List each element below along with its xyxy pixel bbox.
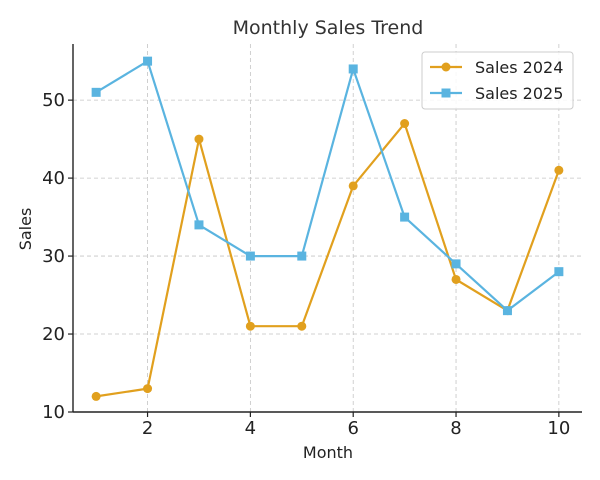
y-tick-label: 50: [42, 90, 65, 111]
x-tick-label: 8: [450, 418, 461, 439]
axes: [72, 44, 582, 413]
data-point: [297, 251, 307, 261]
legend: Sales 2024 Sales 2025: [421, 51, 574, 110]
series-2: [91, 56, 564, 316]
data-point: [245, 321, 255, 331]
y-tick-label: 20: [42, 324, 65, 345]
x-tick-label: 6: [347, 418, 358, 439]
data-point: [451, 259, 461, 269]
series-line: [95, 122, 560, 398]
data-point: [451, 274, 461, 284]
data-point: [194, 134, 204, 144]
legend-item: Sales 2024: [430, 58, 563, 77]
data-point: [348, 64, 358, 74]
data-point: [502, 306, 512, 316]
legend-marker: [441, 88, 451, 98]
data-point: [554, 165, 564, 175]
x-axis-label: Month: [303, 443, 353, 462]
data-point: [194, 220, 204, 230]
y-axis-label: Sales: [16, 208, 35, 251]
data-point: [554, 267, 564, 277]
data-point: [245, 251, 255, 261]
data-point: [400, 212, 410, 222]
legend-label: Sales 2024: [475, 58, 563, 77]
tick-labels: 2 4 6 8 10 10 20 30 40 50: [42, 90, 570, 439]
data-series: [91, 56, 564, 401]
data-point: [143, 56, 153, 66]
legend-label: Sales 2025: [475, 84, 563, 103]
x-tick-label: 4: [245, 418, 256, 439]
data-point: [348, 181, 358, 191]
data-point: [143, 384, 153, 394]
y-tick-label: 30: [42, 246, 65, 267]
data-point: [91, 87, 101, 97]
y-tick-label: 40: [42, 168, 65, 189]
series-1: [91, 119, 564, 401]
chart-title: Monthly Sales Trend: [233, 17, 424, 39]
data-point: [297, 321, 307, 331]
series-line: [95, 60, 560, 312]
y-tick-label: 10: [42, 402, 65, 423]
x-tick-label: 2: [142, 418, 153, 439]
legend-item: Sales 2025: [430, 84, 563, 103]
data-point: [400, 119, 410, 129]
x-tick-label: 10: [547, 418, 570, 439]
data-point: [91, 391, 101, 401]
legend-marker: [441, 62, 451, 72]
